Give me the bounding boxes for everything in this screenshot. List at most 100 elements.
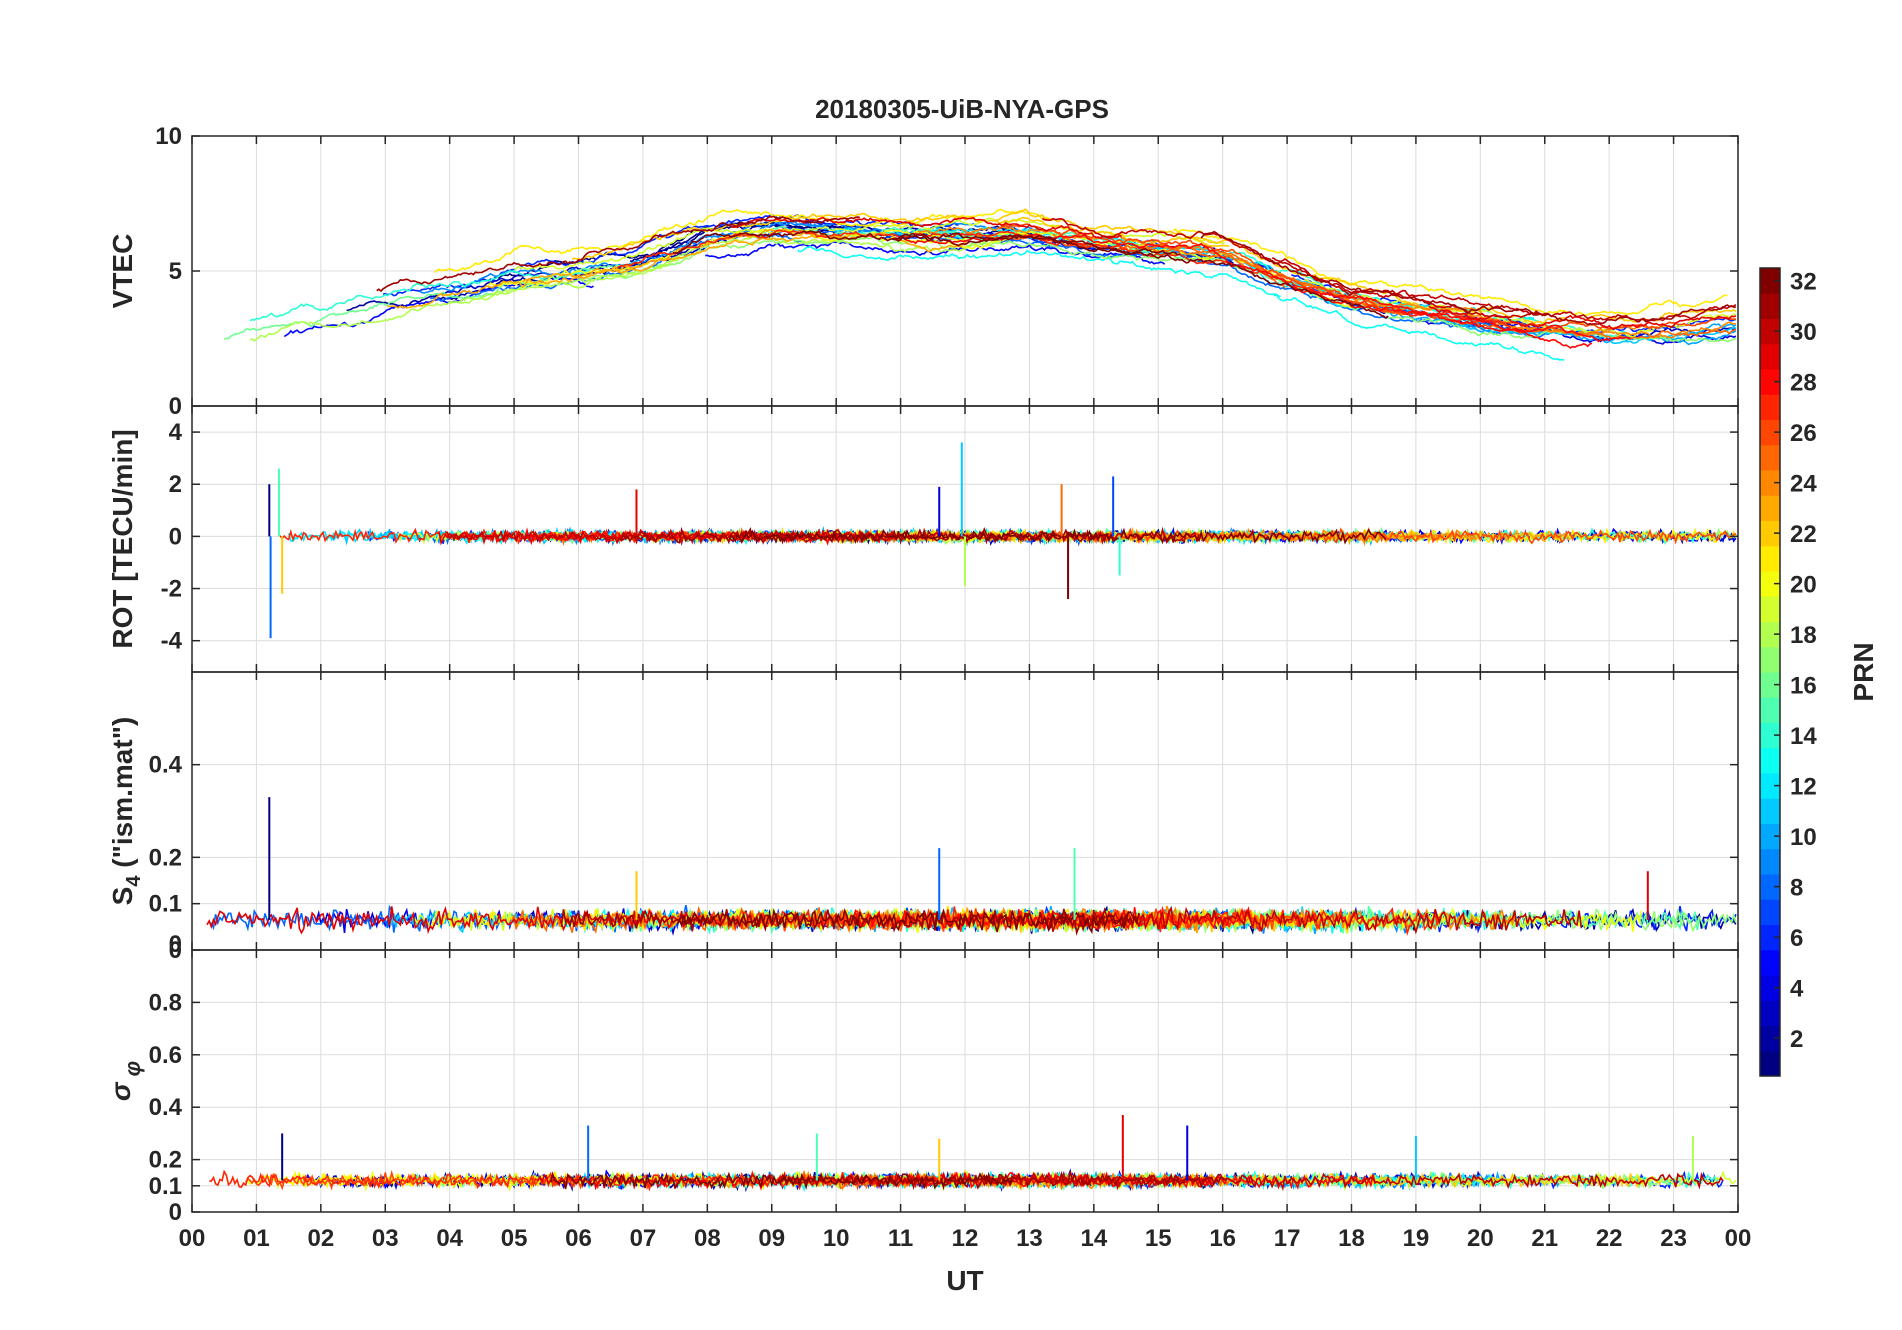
y-tick-label: 0.1 (149, 891, 182, 918)
x-tick-label: 19 (1403, 1225, 1430, 1252)
x-tick-label: 16 (1209, 1225, 1236, 1252)
y-axis-label: S4 ("ism.mat") (107, 717, 145, 906)
x-tick-label: 22 (1596, 1225, 1623, 1252)
x-tick-label: 08 (694, 1225, 721, 1252)
series-line-prn-18 (449, 235, 996, 304)
x-tick-label: 04 (436, 1225, 463, 1252)
colorbar-segment (1760, 924, 1780, 951)
y-tick-label: 0.2 (149, 1147, 182, 1174)
x-tick-label: 03 (372, 1225, 399, 1252)
x-tick-label: 07 (630, 1225, 657, 1252)
y-tick-label: 2 (169, 471, 182, 498)
x-tick-label: 11 (888, 1225, 913, 1252)
colorbar-segment (1760, 848, 1780, 875)
colorbar-segment (1760, 949, 1780, 976)
colorbar-segment (1760, 495, 1780, 521)
y-tick-label: 0 (169, 393, 182, 420)
y-tick-label: 0.2 (149, 844, 182, 871)
grid (192, 136, 1738, 406)
colorbar-frame (1759, 267, 1781, 1077)
y-tick-label: 0.4 (149, 752, 183, 779)
colorbar-tick-label: 26 (1790, 420, 1817, 447)
series-line-prn-13 (1273, 293, 1565, 361)
colorbar-tick-label: 14 (1790, 723, 1817, 750)
colorbar-segment (1760, 672, 1780, 698)
colorbar-segment (1760, 874, 1780, 900)
colorbar-tick-label: 2 (1790, 1026, 1803, 1053)
series-line-prn-21 (1172, 227, 1728, 316)
colorbar-tick-label: 28 (1790, 370, 1817, 397)
colorbar-segment (1760, 571, 1780, 597)
series-group (223, 208, 1737, 361)
colorbar-segment (1760, 646, 1780, 673)
colorbar-segment (1760, 798, 1780, 824)
colorbar-segment (1760, 520, 1780, 547)
x-axis: 00 01 02 03 04 05 06 07 08 09 10 11 12 13 14 15 16 17 18 19… (179, 1225, 1752, 1296)
grid (192, 672, 1738, 950)
series-group (268, 442, 1737, 639)
series-line-prn-32 (730, 527, 1387, 545)
x-axis-label: UT (946, 1265, 983, 1296)
x-tick-label: 20 (1467, 1225, 1494, 1252)
colorbar-tick-label: 8 (1790, 875, 1803, 902)
series-line-prn-31 (777, 1170, 1226, 1191)
x-tick-label: 14 (1080, 1225, 1107, 1252)
colorbar-segment (1760, 823, 1780, 850)
colorbar-segment (1760, 470, 1780, 496)
x-tick-label: 17 (1274, 1225, 1301, 1252)
series-line-prn-32 (549, 1171, 1013, 1191)
colorbar-segment (1760, 444, 1780, 471)
y-axis-label: σ φ (105, 1061, 145, 1101)
y-tick-label: 5 (169, 258, 182, 285)
x-tick-label: 13 (1016, 1225, 1043, 1252)
colorbar-segment (1760, 722, 1780, 749)
colorbar-tick-label: 22 (1790, 521, 1817, 548)
series-line-prn-32 (676, 908, 1140, 935)
colorbar-segment (1760, 1050, 1780, 1077)
series-line-prn-18 (249, 249, 704, 342)
series-line-prn-23 (522, 233, 860, 283)
series-line-prn-30 (1041, 217, 1550, 317)
colorbar-tick-label: 32 (1790, 269, 1817, 296)
colorbar-segment (1760, 899, 1780, 925)
panel-sigma_phi: 00.10.2 0.4 0.6 0.8 σ φ (105, 949, 1739, 1226)
y-tick-label: -4 (161, 628, 183, 655)
colorbar-tick-label: 10 (1790, 824, 1817, 851)
series-line-prn-29 (1428, 305, 1737, 330)
y-tick-label: 0 (169, 523, 182, 550)
colorbar-segment (1760, 545, 1780, 572)
x-tick-label: 09 (758, 1225, 785, 1252)
series-line-prn-31 (376, 215, 860, 293)
y-axis-label: ROT [TECU/min] (107, 429, 138, 648)
x-tick-label: 21 (1531, 1225, 1558, 1252)
panel-vtec: 0 5 10 VTEC (107, 123, 1739, 420)
colorbar-tick-label: 16 (1790, 673, 1817, 700)
x-tick-label: 15 (1145, 1225, 1172, 1252)
series-group (209, 1115, 1737, 1193)
chart-title: 20180305-UiB-NYA-GPS (815, 94, 1109, 124)
y-tick-label: 0.1 (149, 1173, 182, 1200)
x-tick-label: 06 (565, 1225, 592, 1252)
colorbar-segment (1760, 369, 1780, 395)
colorbar-tick-label: 30 (1790, 319, 1817, 346)
y-tick-label: -2 (161, 576, 182, 603)
x-tick-label: 10 (823, 1225, 850, 1252)
colorbar-segment (1760, 1000, 1780, 1026)
colorbar-segment (1760, 975, 1780, 1001)
series-line-prn-31 (1200, 230, 1736, 326)
colorbar-segment (1760, 621, 1780, 648)
series-line-prn-32 (891, 232, 1180, 256)
y-tick-label: 0.4 (149, 1094, 183, 1121)
colorbar-segment (1760, 394, 1780, 420)
colorbar-label: PRN (1848, 642, 1879, 701)
colorbar-segment (1760, 318, 1780, 345)
colorbar-segment (1760, 343, 1780, 370)
colorbar-tick-label: 18 (1790, 622, 1817, 649)
y-tick-label: 4 (169, 419, 183, 446)
series-group (206, 797, 1737, 936)
x-tick-label: 01 (243, 1225, 270, 1252)
colorbar-segment (1760, 747, 1780, 774)
y-tick-label: 0 (169, 937, 182, 964)
